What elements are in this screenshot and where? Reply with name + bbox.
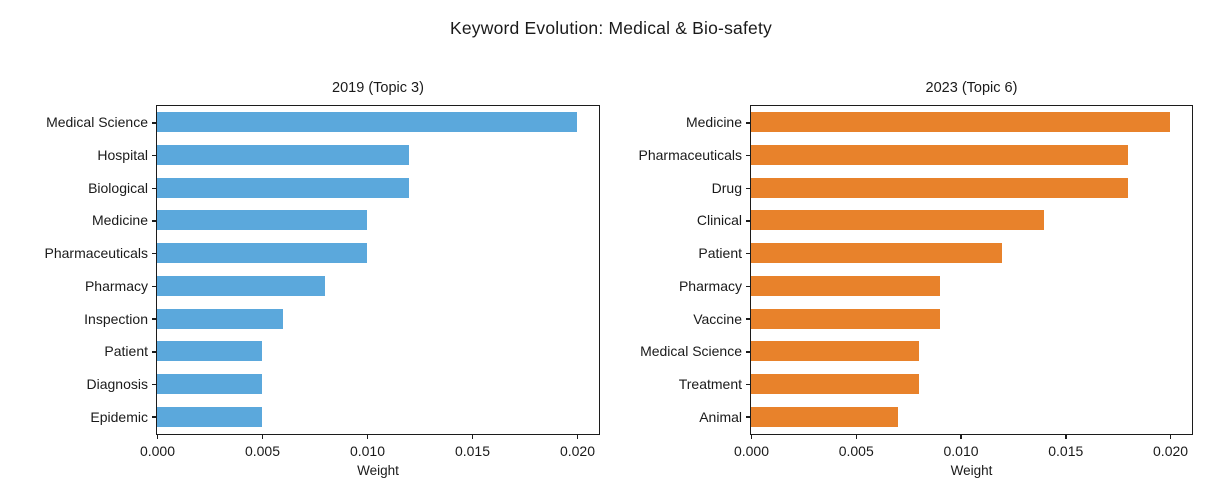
x-tick-mark (1065, 435, 1067, 439)
y-tick-label: Pharmacy (678, 277, 742, 294)
x-tick-mark (855, 435, 857, 439)
y-tick-label: Biological (88, 179, 148, 196)
y-tick-mark (746, 416, 750, 418)
y-tick-mark (152, 318, 156, 320)
bar-treatment (751, 373, 919, 394)
y-tick-mark (152, 220, 156, 222)
y-tick-mark (746, 154, 750, 157)
y-tick-label: Pharmaceuticals (638, 147, 743, 164)
y-tick-mark (152, 416, 156, 418)
y-tick-label: Hospital (97, 147, 148, 164)
bar-epidemic (157, 406, 262, 427)
bar-animal (751, 406, 898, 427)
x-tick-label: 0.015 (454, 443, 491, 459)
x-tick-mark (960, 435, 962, 439)
y-tick-mark (746, 383, 750, 386)
bar-medicine (751, 112, 1171, 133)
x-tick-label: 0.010 (943, 443, 979, 459)
bar-drug (751, 177, 1129, 198)
bar-medical-science (157, 112, 577, 133)
x-tick-label: 0.005 (244, 443, 281, 459)
figure-title: Keyword Evolution: Medical & Bio-safety (450, 18, 772, 38)
y-tick-label: Medical Science (46, 114, 148, 131)
y-tick-label: Medicine (685, 114, 742, 131)
y-tick-label: Epidemic (90, 408, 148, 425)
bar-pharmaceuticals (751, 145, 1129, 166)
y-tick-label: Diagnosis (86, 375, 148, 392)
y-tick-label: Inspection (84, 310, 148, 327)
subplot-title-2023: 2023 (Topic 6) (925, 80, 1018, 96)
y-tick-mark (152, 154, 156, 157)
x-tick-mark (471, 435, 474, 439)
y-tick-label: Patient (698, 245, 742, 262)
x-tick-label: 0.000 (733, 443, 770, 459)
bar-hospital (157, 145, 409, 166)
y-tick-label: Treatment (678, 375, 742, 392)
y-tick-mark (152, 252, 156, 255)
y-tick-mark (152, 187, 156, 189)
y-tick-mark (746, 220, 750, 222)
y-tick-mark (152, 285, 156, 288)
x-tick-mark (366, 435, 369, 439)
bar-patient (751, 243, 1003, 264)
bar-pharmacy (157, 275, 325, 296)
x-tick-mark (1169, 435, 1172, 439)
x-tick-label: 0.010 (349, 443, 386, 459)
y-tick-label: Medical Science (640, 343, 742, 360)
x-tick-label: 0.020 (1153, 443, 1189, 459)
bar-patient (157, 341, 262, 362)
x-tick-label: 0.015 (1048, 443, 1084, 459)
y-tick-mark (152, 122, 156, 124)
bar-medicine (157, 210, 367, 231)
bar-inspection (157, 308, 283, 329)
bar-diagnosis (157, 373, 262, 394)
bar-medical-science (751, 341, 919, 362)
x-axis-label-2023: Weight (950, 463, 993, 478)
x-tick-label: 0.000 (139, 443, 176, 459)
subplot-title-2019: 2019 (Topic 3) (332, 80, 424, 96)
y-tick-label: Pharmaceuticals (44, 245, 149, 262)
plot-area-2019 (156, 105, 600, 435)
bar-clinical (751, 210, 1045, 231)
y-tick-mark (152, 383, 156, 386)
x-tick-label: 0.020 (559, 443, 596, 459)
x-axis-label-2019: Weight (357, 463, 399, 478)
bar-vaccine (751, 308, 940, 329)
y-tick-mark (746, 351, 750, 353)
y-tick-label: Medicine (91, 212, 148, 229)
y-tick-mark (746, 252, 750, 255)
x-tick-mark (576, 435, 579, 439)
bar-pharmacy (751, 275, 940, 296)
y-tick-mark (746, 122, 750, 124)
y-tick-mark (746, 318, 750, 320)
y-tick-label: Patient (104, 343, 148, 360)
x-tick-mark (261, 435, 264, 439)
y-tick-label: Animal (699, 408, 742, 425)
bar-biological (157, 177, 409, 198)
y-tick-label: Clinical (696, 212, 742, 229)
y-tick-label: Vaccine (693, 310, 742, 327)
x-tick-mark (750, 435, 753, 439)
bar-pharmaceuticals (157, 243, 367, 264)
x-tick-label: 0.005 (838, 443, 874, 459)
y-tick-label: Drug (711, 179, 742, 196)
y-tick-mark (746, 285, 750, 288)
x-tick-mark (156, 435, 159, 439)
y-tick-label: Pharmacy (84, 277, 148, 294)
plot-area-2023 (750, 105, 1193, 435)
y-tick-mark (152, 351, 156, 353)
y-tick-mark (746, 187, 750, 189)
